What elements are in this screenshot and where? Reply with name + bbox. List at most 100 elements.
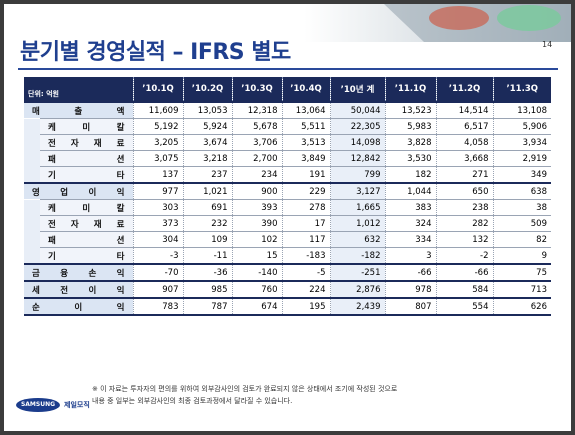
sub-row: 케 미 칼 5,192 5,924 5,678 5,511 22,305 5,983 6,51… (24, 118, 551, 135)
sub-row-label: 케 미 칼 (40, 199, 133, 216)
indent-cell (24, 134, 40, 151)
indent-cell (24, 150, 40, 167)
row: 세 전 이 익 907 985 760 224 2,876 978 584 713 (24, 280, 551, 298)
cell-value: 1,665 (329, 199, 385, 216)
cell-value: -5 (281, 263, 330, 281)
cell-value: 985 (182, 280, 232, 298)
sub-row-label: 전 자 재 료 (40, 134, 133, 151)
cell-value: 638 (492, 182, 551, 200)
cell-value: 760 (231, 280, 282, 298)
cell-value: 12,842 (329, 150, 385, 167)
cell-value: 2,919 (492, 150, 551, 167)
cell-value: 5,192 (132, 118, 183, 135)
cell-value: -183 (281, 247, 330, 264)
cell-value: 12,318 (231, 101, 282, 119)
cell-value: 674 (231, 297, 282, 316)
sub-row-label: 기 타 (40, 166, 133, 183)
cell-value: 224 (281, 280, 330, 298)
cell-value: 3,674 (182, 134, 232, 151)
column-header: ’10.1Q (132, 77, 183, 102)
cell-value: 3,706 (231, 134, 282, 151)
cell-value: -66 (435, 263, 493, 281)
cell-value: 3,828 (384, 134, 436, 151)
cell-value: 1,044 (384, 182, 436, 200)
row: 금 융 손 익 -70 -36 -140 -5 -251 -66 -66 75 (24, 263, 551, 281)
results-table: 단위: 억원 ’10.1Q ’10.2Q ’10.3Q ’10.4Q ’10년 계 ’11.… (24, 77, 551, 316)
cell-value: 334 (384, 231, 436, 248)
cell-value: 14,098 (329, 134, 385, 151)
cell-value: -251 (329, 263, 385, 281)
cell-value: 102 (231, 231, 282, 248)
cell-value: 3,205 (132, 134, 183, 151)
cell-value: 787 (182, 297, 232, 316)
column-header: ’11.2Q (435, 77, 493, 102)
cell-value: 50,044 (329, 101, 385, 119)
cell-value: 5,906 (492, 118, 551, 135)
column-header: ’11.3Q (492, 77, 551, 102)
cell-value: 3,218 (182, 150, 232, 167)
cell-value: 117 (281, 231, 330, 248)
cell-value: 324 (384, 215, 436, 232)
sub-row: 패 션 304 109 102 117 632 334 132 82 (24, 231, 551, 248)
cell-value: 14,514 (435, 101, 493, 119)
sub-row: 기 타 -3 -11 15 -183 -182 3 -2 9 (24, 247, 551, 264)
cell-value: -11 (182, 247, 232, 264)
cell-value: 799 (329, 166, 385, 183)
cell-value: 234 (231, 166, 282, 183)
company-name: 제일모직 (64, 401, 90, 409)
cell-value: 3,668 (435, 150, 493, 167)
cell-value: 713 (492, 280, 551, 298)
cell-value: 907 (132, 280, 183, 298)
cell-value: 182 (384, 166, 436, 183)
sub-row: 전 자 재 료 373 232 390 17 1,012 324 282 509 (24, 215, 551, 232)
slide: 분기별 경영실적 – IFRS 별도 14 단위: 억원 ’10.1Q ’10.2Q… (4, 4, 571, 431)
column-header: ’10.4Q (281, 77, 330, 102)
cell-value: 383 (384, 199, 436, 216)
indent-cell (24, 215, 40, 232)
cell-value: 13,523 (384, 101, 436, 119)
cell-value: -2 (435, 247, 493, 264)
cell-value: -140 (231, 263, 282, 281)
sub-row-label: 케 미 칼 (40, 118, 133, 135)
cell-value: 977 (132, 182, 183, 200)
cell-value: 5,678 (231, 118, 282, 135)
cell-value: 3,934 (492, 134, 551, 151)
cell-value: 304 (132, 231, 183, 248)
cell-value: 3,513 (281, 134, 330, 151)
cell-value: 554 (435, 297, 493, 316)
cell-value: 650 (435, 182, 493, 200)
page-number: 14 (542, 40, 553, 49)
header-decoration (304, 4, 571, 42)
row: 매 출 액 11,609 13,053 12,318 13,064 50,044 13,52… (24, 101, 551, 119)
cell-value: 5,924 (182, 118, 232, 135)
indent-cell (24, 118, 40, 135)
cell-value: 978 (384, 280, 436, 298)
cell-value: -70 (132, 263, 183, 281)
indent-cell (24, 166, 40, 183)
cell-value: 137 (132, 166, 183, 183)
cell-value: 11,609 (132, 101, 183, 119)
cell-value: 238 (435, 199, 493, 216)
cell-value: 75 (492, 263, 551, 281)
cell-value: 6,517 (435, 118, 493, 135)
row-label: 금 융 손 익 (24, 263, 133, 281)
row-label: 순 이 익 (24, 297, 133, 316)
cell-value: 2,700 (231, 150, 282, 167)
cell-value: 3,849 (281, 150, 330, 167)
cell-value: 13,064 (281, 101, 330, 119)
cell-value: 17 (281, 215, 330, 232)
row: 순 이 익 783 787 674 195 2,439 807 554 626 (24, 297, 551, 316)
cell-value: 22,305 (329, 118, 385, 135)
logo: SAMSUNG (16, 398, 60, 412)
cell-value: 13,053 (182, 101, 232, 119)
footnote: 내용 중 일부는 외부감사인의 최종 검토과정에서 달라질 수 있습니다. (92, 397, 293, 405)
cell-value: -3 (132, 247, 183, 264)
cell-value: 13,108 (492, 101, 551, 119)
row: 영 업 이 익 977 1,021 900 229 3,127 1,044 650 638 (24, 182, 551, 200)
row-label: 영 업 이 익 (24, 182, 133, 200)
cell-value: 632 (329, 231, 385, 248)
indent-cell (24, 247, 40, 264)
sub-row-label: 패 션 (40, 150, 133, 167)
cell-value: 232 (182, 215, 232, 232)
